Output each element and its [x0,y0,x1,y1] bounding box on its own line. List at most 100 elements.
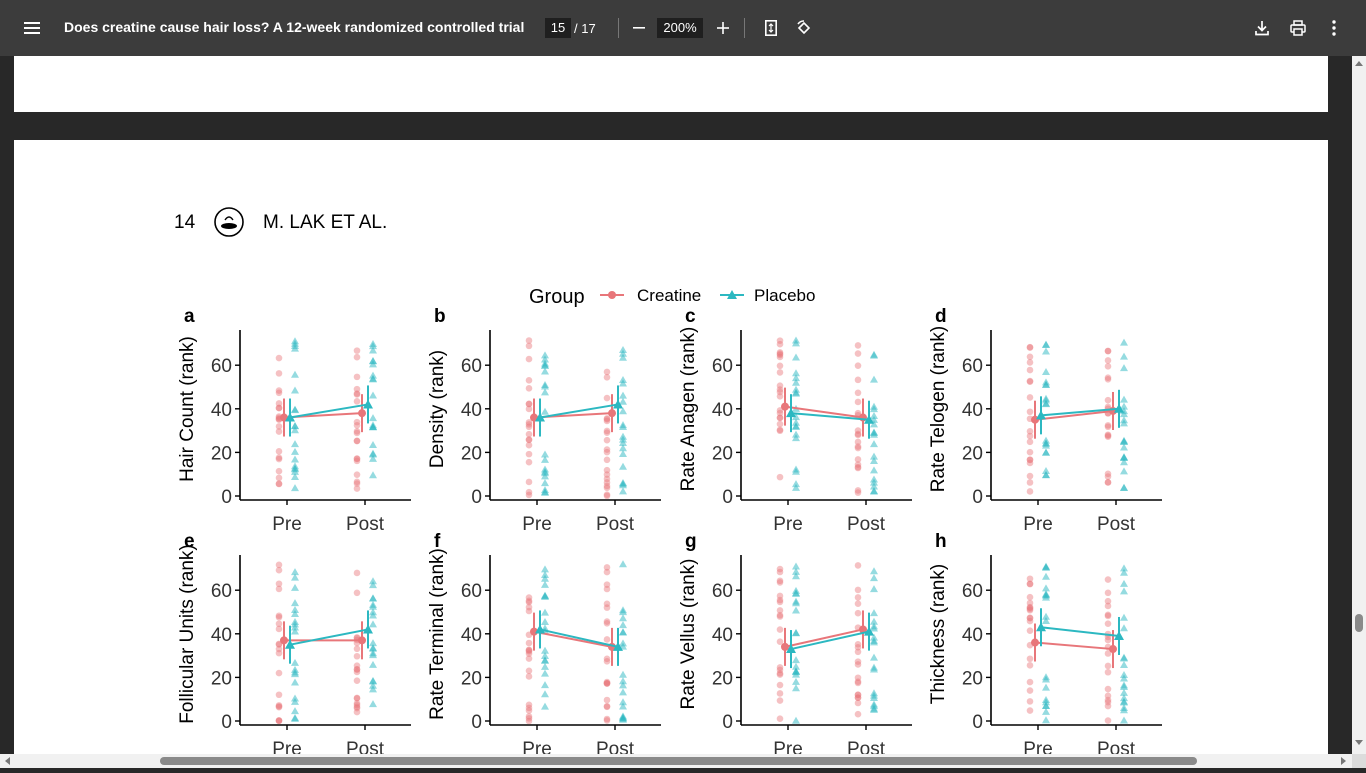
creatine-mean-point [781,402,789,411]
data-point [1120,716,1128,724]
data-point [1120,613,1128,621]
data-point [603,619,611,627]
data-point [854,694,862,701]
data-point [776,409,784,417]
placebo-mean-line [790,412,870,421]
placebo-mean-point [1036,410,1046,420]
data-point [353,645,361,653]
data-point [776,565,784,573]
data-point [369,471,377,479]
data-point [792,562,800,570]
data-point [1026,678,1034,686]
data-point [1026,343,1034,351]
data-point [541,359,549,367]
data-point [792,422,800,430]
data-point [369,639,377,647]
menu-icon[interactable] [20,16,44,40]
placebo-mean-point [864,414,874,424]
data-point [1104,363,1112,370]
data-point [353,418,361,426]
creatine-mean-line [1034,641,1114,651]
data-point [776,592,784,600]
data-point [275,448,283,455]
zoom-level-input[interactable]: 200% [657,18,703,38]
creatine-mean-point [280,636,288,645]
zoom-in-icon[interactable] [712,17,734,39]
y-tick-label: 20 [712,443,733,464]
data-point [619,688,627,696]
y-tick-label: 40 [962,400,983,421]
data-point [776,420,784,428]
data-point [291,670,299,678]
data-point [353,391,361,398]
data-point [291,623,299,631]
legend-creatine: Creatine [600,286,701,305]
data-point [619,614,627,622]
data-point [792,413,800,421]
rotate-icon[interactable] [792,16,816,40]
data-point [854,464,862,472]
data-point [1120,661,1128,669]
data-point [776,715,784,723]
data-point [353,668,361,676]
data-point [369,346,377,354]
data-point [1042,683,1050,691]
data-point [275,561,283,569]
data-point [1026,599,1034,607]
data-point [792,716,800,724]
data-point [353,347,361,354]
data-point [870,430,878,438]
data-point [353,589,361,597]
creatine-mean-line [784,405,864,419]
data-point [1026,603,1034,611]
data-point [603,448,611,456]
data-point [525,655,533,662]
data-point [1042,562,1050,570]
data-point [619,444,627,452]
placebo-mean-line [539,403,619,419]
horizontal-scrollbar[interactable] [0,754,1366,768]
data-point [619,702,627,710]
fit-page-icon[interactable] [760,16,782,40]
document-viewer[interactable]: 14 M. LAK ET AL. Group Creatine Placebo … [0,56,1366,768]
placebo-mean-point [613,641,623,651]
data-point [1026,438,1034,446]
data-point [619,353,627,361]
data-point [1026,378,1034,385]
more-icon[interactable] [1322,16,1346,40]
panel-b: b 0 20 40 60 Pre Post Density (rank) [427,306,661,535]
data-point [275,703,283,710]
data-point [525,603,533,611]
page-number-input[interactable]: 15 [545,18,571,38]
data-point [603,394,611,402]
data-point [369,374,377,382]
data-point [275,480,283,488]
y-tick-label: 0 [221,712,232,733]
data-point [854,456,862,463]
download-icon[interactable] [1250,16,1274,40]
data-point [1042,673,1050,681]
placebo-mean-point [786,408,796,418]
data-point [854,641,862,648]
data-point [776,426,784,434]
creatine-mean-line [533,630,613,648]
placebo-mean-point [613,399,623,409]
toolbar-divider [618,18,619,38]
y-tick-label: 20 [211,443,232,464]
legend-placebo-label: Placebo [754,286,815,305]
zoom-out-icon[interactable] [628,17,650,39]
data-point [291,341,299,349]
print-icon[interactable] [1286,16,1310,40]
data-point [525,597,533,605]
data-point [792,483,800,491]
y-axis-label: Rate Terminal (rank) [427,548,448,720]
vertical-scrollbar[interactable] [1352,56,1366,754]
data-point [1120,453,1128,461]
x-tick-label: Pre [272,514,302,535]
data-point [275,474,283,482]
data-point [1026,606,1034,614]
data-point [291,473,299,481]
y-tick-label: 40 [211,625,232,646]
data-point [291,467,299,475]
